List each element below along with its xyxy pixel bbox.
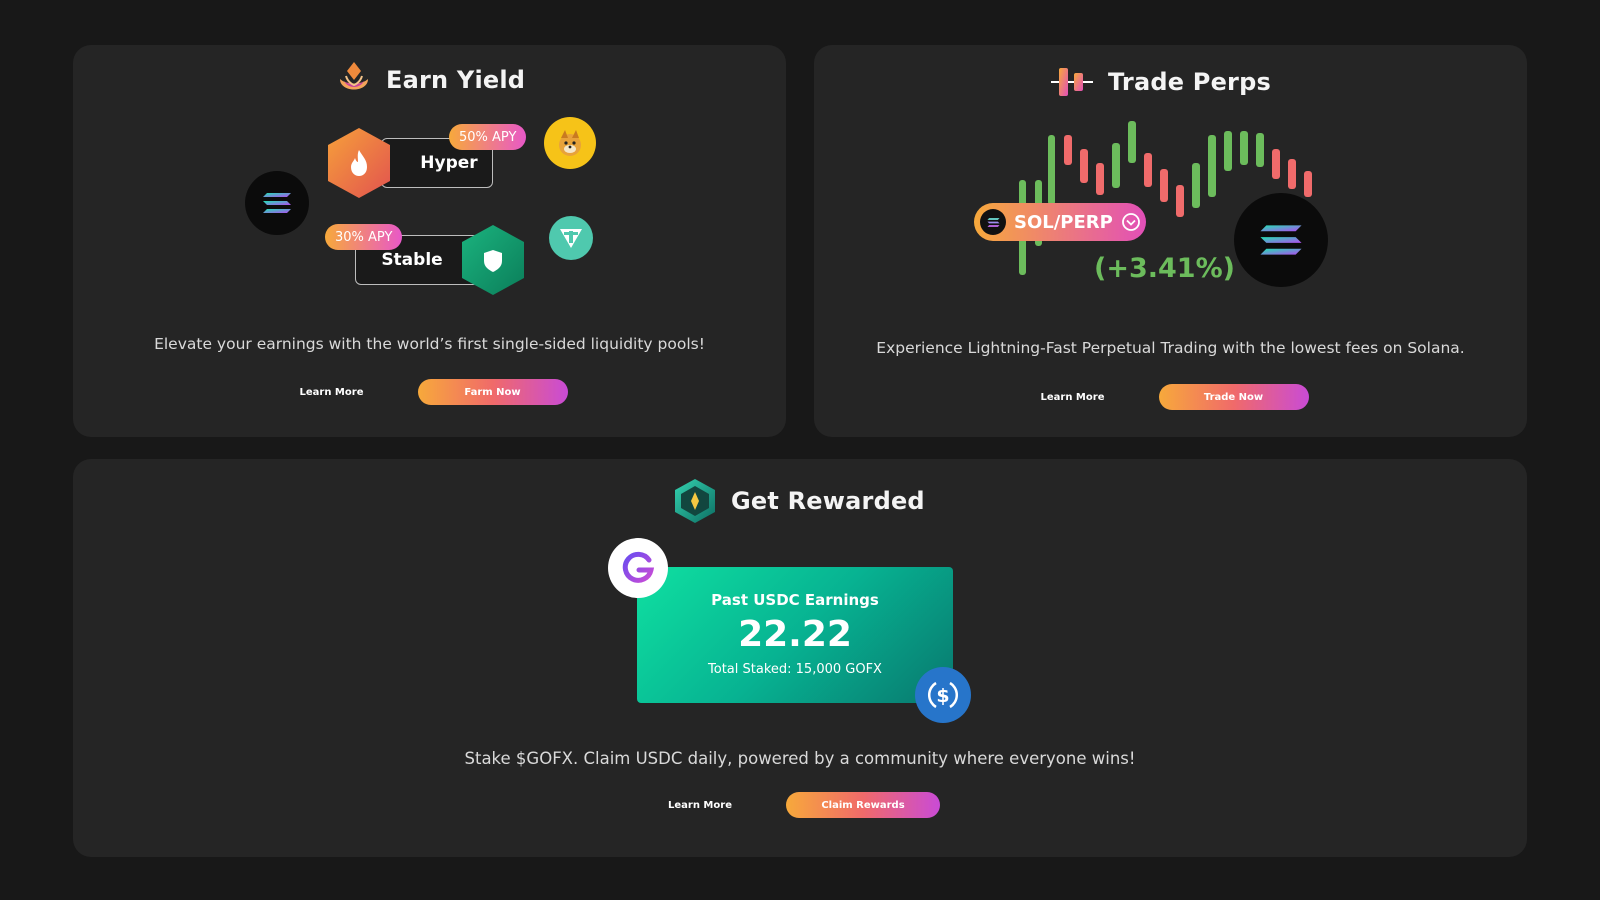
- tether-icon: [560, 229, 582, 248]
- solana-icon: [986, 217, 1000, 227]
- candle-bar: [1144, 153, 1152, 187]
- candle-bar: [1080, 149, 1088, 183]
- earn-yield-title: Earn Yield: [386, 66, 526, 94]
- candle-bar: [1160, 169, 1168, 202]
- solana-coin-large: [1234, 193, 1328, 287]
- sol-perp-selector[interactable]: SOL/PERP: [974, 203, 1146, 241]
- stable-label: Stable: [381, 250, 443, 270]
- get-rewarded-header: Get Rewarded: [673, 478, 925, 524]
- trade-now-button[interactable]: Trade Now: [1158, 384, 1309, 410]
- claim-rewards-button[interactable]: Claim Rewards: [786, 792, 940, 818]
- candle-bar: [1288, 159, 1296, 189]
- candle-bar: [1128, 121, 1136, 163]
- solana-icon: [263, 193, 291, 213]
- solana-icon: [1260, 225, 1302, 255]
- earn-yield-card: Earn Yield Hyper 50% APY Stable: [73, 45, 786, 437]
- sol-mini-coin: [980, 209, 1006, 235]
- candle-bar: [1096, 163, 1104, 195]
- earn-yield-actions: Learn More Farm Now: [73, 379, 786, 405]
- trade-perps-header: Trade Perps: [1050, 65, 1271, 99]
- trade-perps-title: Trade Perps: [1108, 68, 1271, 96]
- total-staked: Total Staked: 15,000 GOFX: [708, 662, 882, 677]
- candle-bar: [1064, 135, 1072, 165]
- candle-bar: [1240, 131, 1248, 165]
- trade-perps-learn-more[interactable]: Learn More: [1040, 391, 1105, 403]
- earn-yield-header: Earn Yield: [336, 59, 525, 101]
- tether-coin: [549, 216, 593, 260]
- svg-text:$: $: [936, 685, 949, 707]
- hyper-label: Hyper: [420, 153, 478, 173]
- get-rewarded-card: Get Rewarded Past USDC Earnings 22.22 To…: [73, 459, 1527, 857]
- earnings-value: 22.22: [738, 614, 852, 655]
- flower-icon: [340, 62, 368, 90]
- earnings-card: Past USDC Earnings 22.22 Total Staked: 1…: [637, 567, 953, 703]
- hyper-apy-text: 50% APY: [459, 129, 517, 145]
- trade-perps-description: Experience Lightning-Fast Perpetual Trad…: [876, 339, 1465, 357]
- stable-apy-badge: 30% APY: [325, 224, 403, 250]
- chevron-down-icon[interactable]: [1121, 212, 1141, 232]
- usdc-coin: $: [915, 667, 971, 723]
- candle-bar: [1224, 131, 1232, 171]
- price-change: (+3.41%): [1094, 253, 1235, 284]
- candle-bar: [1208, 135, 1216, 197]
- candlestick-icon: [1051, 68, 1093, 96]
- candle-bar: [1176, 185, 1184, 217]
- gofx-g-icon: [622, 551, 655, 583]
- trade-perps-actions: Learn More Trade Now: [814, 384, 1527, 410]
- earn-yield-learn-more[interactable]: Learn More: [299, 386, 364, 398]
- gem-icon: [675, 479, 715, 523]
- trade-perps-card: Trade Perps: [814, 45, 1527, 437]
- shield-icon: [462, 225, 524, 295]
- farm-now-button[interactable]: Farm Now: [417, 379, 568, 405]
- get-rewarded-description: Stake $GOFX. Claim USDC daily, powered b…: [464, 749, 1136, 768]
- pair-label: SOL/PERP: [1014, 211, 1113, 233]
- price-chart: [1019, 121, 1312, 275]
- get-rewarded-actions: Learn More Claim Rewards: [73, 792, 1527, 818]
- candle-bars: [1019, 121, 1312, 275]
- usdc-icon: $: [927, 681, 959, 709]
- flame-icon: [328, 128, 390, 198]
- solana-coin: [245, 171, 309, 235]
- gofx-coin: [608, 538, 668, 598]
- candle-bar: [1272, 149, 1280, 179]
- hyper-apy-badge: 50% APY: [449, 124, 527, 150]
- earn-yield-description: Elevate your earnings with the world’s f…: [154, 335, 705, 353]
- dog-icon: [559, 130, 581, 156]
- candle-bar: [1048, 135, 1055, 205]
- dog-coin: [544, 117, 596, 169]
- candle-bar: [1112, 143, 1120, 188]
- candle-bar: [1256, 133, 1264, 167]
- candle-bar: [1304, 171, 1312, 197]
- get-rewarded-learn-more[interactable]: Learn More: [668, 799, 732, 811]
- get-rewarded-title: Get Rewarded: [731, 487, 925, 515]
- earnings-label: Past USDC Earnings: [711, 591, 879, 609]
- candle-bar: [1192, 163, 1200, 208]
- stable-apy-text: 30% APY: [335, 229, 393, 245]
